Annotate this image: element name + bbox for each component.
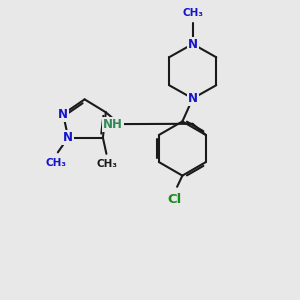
Text: N: N (188, 92, 198, 105)
Text: Cl: Cl (168, 193, 182, 206)
Text: NH: NH (103, 118, 123, 130)
Text: CH₃: CH₃ (183, 8, 204, 18)
Text: N: N (63, 131, 73, 144)
Text: N: N (58, 108, 68, 121)
Text: CH₃: CH₃ (97, 159, 118, 169)
Text: N: N (188, 38, 198, 50)
Text: CH₃: CH₃ (46, 158, 67, 168)
